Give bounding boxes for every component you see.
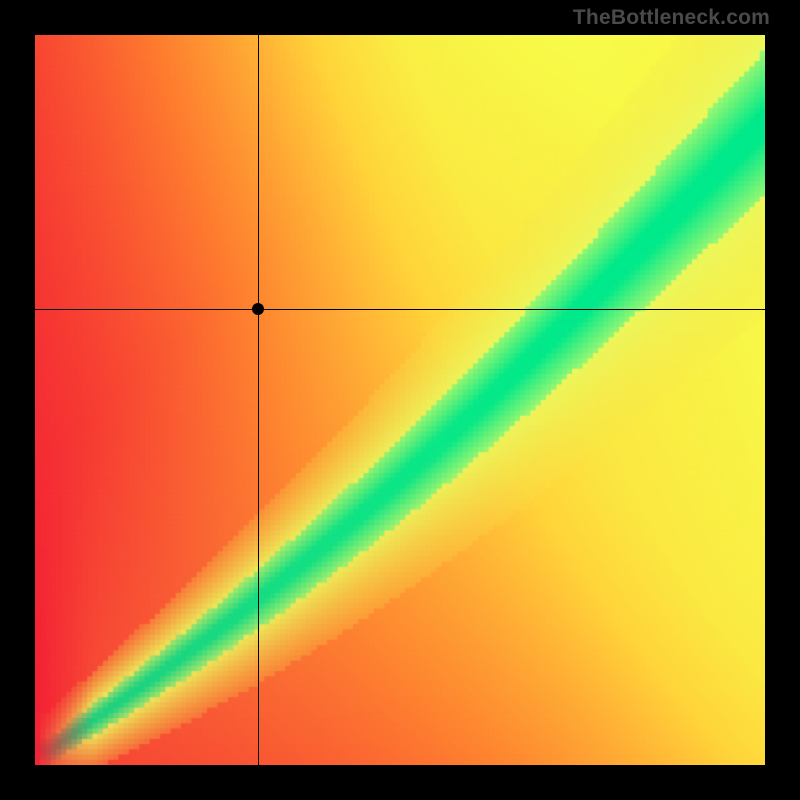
heatmap-canvas bbox=[35, 35, 765, 765]
watermark-text: TheBottleneck.com bbox=[573, 6, 770, 30]
crosshair-horizontal bbox=[35, 309, 765, 311]
chart-area bbox=[35, 35, 765, 765]
crosshair-vertical bbox=[258, 35, 260, 765]
crosshair-marker bbox=[252, 303, 264, 315]
